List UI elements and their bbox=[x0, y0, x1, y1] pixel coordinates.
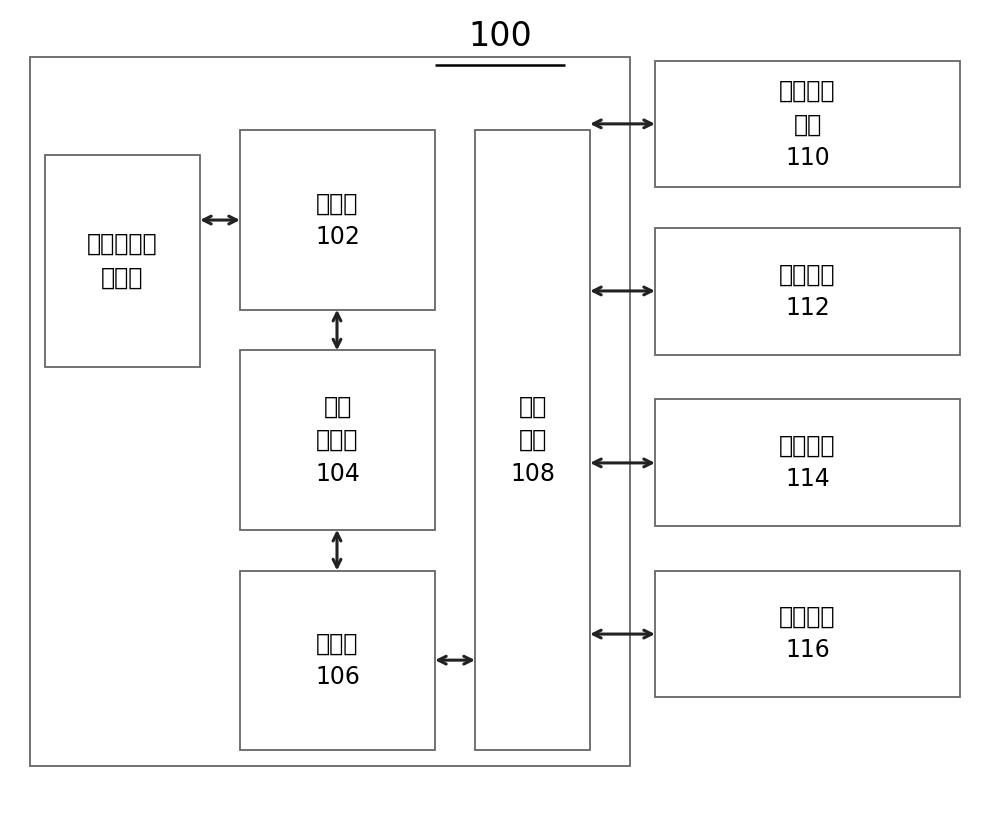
Bar bbox=[240, 350, 435, 530]
Bar bbox=[655, 399, 960, 526]
Text: 开发流程优
化装置: 开发流程优 化装置 bbox=[87, 232, 158, 289]
Text: 音频模块
112: 音频模块 112 bbox=[779, 262, 836, 320]
Text: 处理器
106: 处理器 106 bbox=[315, 632, 360, 689]
Bar bbox=[655, 61, 960, 187]
Text: 存储器
102: 存储器 102 bbox=[315, 192, 360, 249]
Text: 外设
接口
108: 外设 接口 108 bbox=[510, 394, 555, 486]
Bar bbox=[30, 57, 630, 766]
Text: 输入输出
模块
110: 输入输出 模块 110 bbox=[779, 79, 836, 170]
Bar bbox=[475, 130, 590, 750]
Bar bbox=[240, 570, 435, 750]
Bar bbox=[655, 228, 960, 355]
Bar bbox=[655, 570, 960, 697]
Text: 显示模块
114: 显示模块 114 bbox=[779, 434, 836, 491]
Text: 射频模块
116: 射频模块 116 bbox=[779, 605, 836, 663]
Text: 100: 100 bbox=[468, 20, 532, 53]
Bar bbox=[240, 130, 435, 310]
Bar bbox=[45, 155, 200, 367]
Text: 存储
控制器
104: 存储 控制器 104 bbox=[315, 394, 360, 486]
